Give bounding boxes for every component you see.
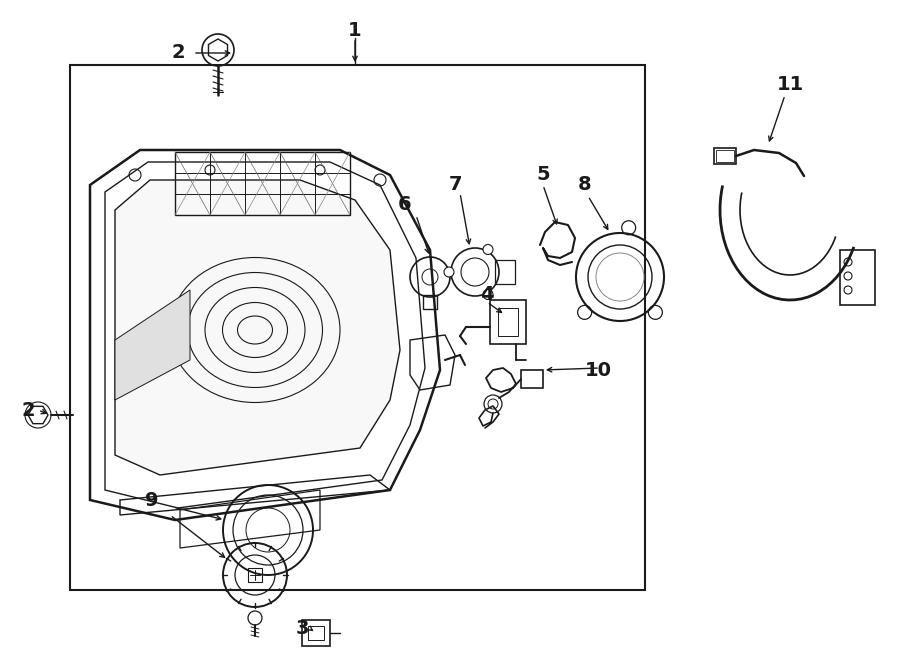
Text: 7: 7 <box>449 176 463 194</box>
Text: 11: 11 <box>777 75 804 95</box>
Text: 10: 10 <box>584 360 611 379</box>
Bar <box>248 568 262 582</box>
Bar <box>521 370 543 388</box>
Bar <box>716 150 734 162</box>
Bar <box>495 260 515 284</box>
Text: 3: 3 <box>295 619 309 637</box>
Bar <box>302 620 330 646</box>
Bar <box>490 300 526 344</box>
Bar <box>423 295 437 309</box>
Text: 9: 9 <box>145 490 158 510</box>
Text: 2: 2 <box>22 401 35 420</box>
Bar <box>175 152 350 215</box>
Polygon shape <box>115 290 190 400</box>
Circle shape <box>483 290 493 299</box>
Text: 1: 1 <box>348 20 362 40</box>
Text: 8: 8 <box>578 176 592 194</box>
Bar <box>498 308 518 336</box>
Text: 5: 5 <box>536 165 550 184</box>
Bar <box>714 148 736 164</box>
Text: 4: 4 <box>481 286 494 305</box>
Bar <box>70 65 645 590</box>
Circle shape <box>444 267 454 277</box>
Bar <box>308 626 324 640</box>
Bar <box>840 250 875 305</box>
Text: 6: 6 <box>398 196 412 215</box>
Text: 2: 2 <box>171 42 184 61</box>
Circle shape <box>483 245 493 254</box>
Polygon shape <box>115 180 400 475</box>
